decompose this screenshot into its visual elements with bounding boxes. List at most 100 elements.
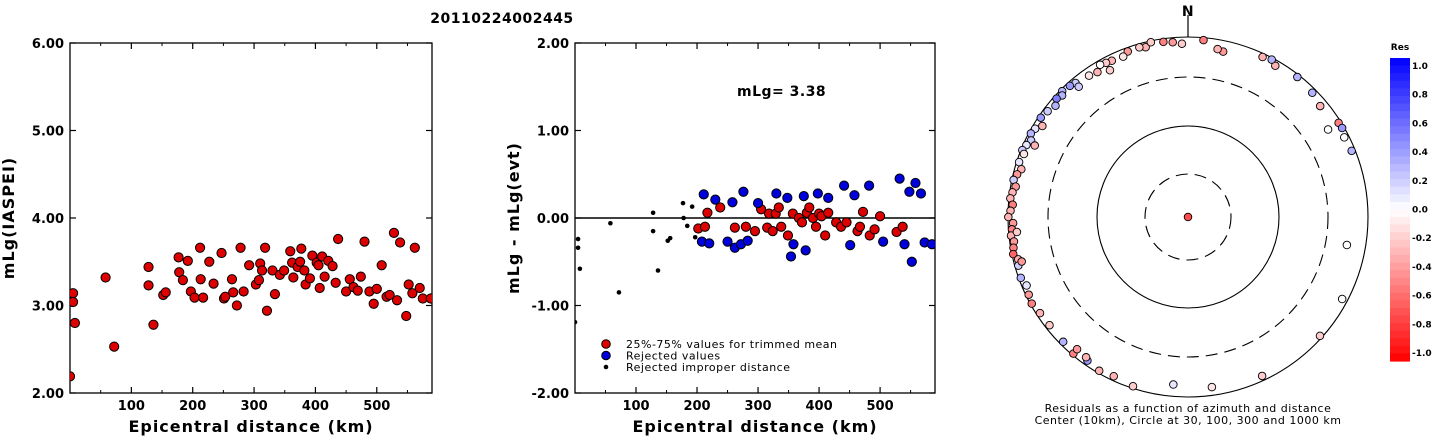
y-tick-label: 6.00 bbox=[32, 37, 64, 52]
rejected-distance-point bbox=[616, 290, 622, 295]
colorbar-tick-label: 1.0 bbox=[1412, 62, 1428, 72]
data-point bbox=[874, 211, 886, 222]
data-point bbox=[394, 237, 406, 248]
colorbar-segment bbox=[1390, 95, 1410, 105]
data-point bbox=[231, 300, 242, 311]
station-residual-point bbox=[1315, 331, 1325, 341]
data-point bbox=[796, 217, 808, 228]
station-residual-point bbox=[1030, 141, 1040, 150]
data-point bbox=[897, 221, 908, 232]
data-point bbox=[425, 293, 432, 304]
data-point bbox=[182, 255, 193, 266]
x-tick-label: 400 bbox=[805, 399, 832, 414]
rejected-point bbox=[798, 191, 809, 202]
data-point bbox=[148, 319, 159, 330]
rejected-distance-point bbox=[692, 234, 698, 240]
data-point bbox=[407, 288, 418, 299]
data-point bbox=[100, 272, 111, 283]
data-point bbox=[285, 246, 296, 257]
data-point bbox=[294, 256, 306, 267]
data-point bbox=[823, 207, 834, 218]
plot-area bbox=[70, 227, 432, 382]
colorbar-segment bbox=[1390, 300, 1410, 309]
data-point bbox=[355, 271, 366, 282]
station-residual-point bbox=[1094, 366, 1104, 376]
y-tick-label: 2.00 bbox=[32, 387, 64, 402]
station-residual-point bbox=[1095, 60, 1105, 70]
station-residual-point bbox=[1293, 72, 1302, 82]
data-point bbox=[729, 222, 740, 233]
y-tick-label: 4.00 bbox=[32, 212, 64, 227]
colorbar-segment bbox=[1390, 285, 1410, 294]
rejected-distance-point bbox=[577, 266, 583, 272]
data-point bbox=[279, 265, 290, 276]
data-point bbox=[304, 273, 316, 284]
data-point bbox=[715, 202, 726, 213]
data-point bbox=[70, 371, 76, 382]
colorbar-segment bbox=[1390, 133, 1410, 142]
station-residual-point bbox=[1009, 249, 1018, 259]
data-point bbox=[143, 280, 154, 291]
data-point bbox=[319, 271, 330, 282]
colorbar-segment bbox=[1390, 330, 1410, 339]
rejected-point bbox=[926, 239, 935, 250]
x-tick-label: 100 bbox=[118, 399, 145, 414]
data-point bbox=[820, 230, 831, 241]
rejected-point bbox=[782, 192, 793, 203]
legend-label: Rejected values bbox=[626, 350, 721, 363]
colorbar-segment bbox=[1390, 201, 1410, 211]
rejected-distance-point bbox=[650, 210, 656, 216]
data-point bbox=[740, 221, 751, 232]
rejected-point bbox=[704, 238, 715, 249]
colorbar-segment bbox=[1390, 88, 1410, 97]
data-point bbox=[699, 221, 711, 232]
station-residual-point bbox=[1337, 123, 1347, 133]
colorbar-segment bbox=[1390, 254, 1410, 264]
data-point bbox=[841, 217, 852, 228]
station-residual-point bbox=[1093, 67, 1102, 77]
data-point bbox=[194, 242, 206, 253]
data-point bbox=[238, 286, 249, 297]
rejected-point bbox=[899, 239, 910, 250]
rejected-point bbox=[698, 189, 709, 200]
data-point bbox=[371, 283, 382, 294]
colorbar-segment bbox=[1390, 270, 1410, 279]
data-point bbox=[267, 265, 278, 276]
colorbar-segment bbox=[1390, 73, 1410, 82]
data-point bbox=[376, 260, 387, 271]
colorbar-segment bbox=[1390, 141, 1410, 150]
station-residual-point bbox=[1337, 294, 1347, 304]
rejected-point bbox=[710, 194, 721, 205]
y-tick-label: 3.00 bbox=[32, 300, 64, 315]
y-tick-label: 0.00 bbox=[537, 212, 569, 227]
data-point bbox=[327, 261, 338, 272]
station-residual-point bbox=[1035, 308, 1045, 318]
data-point bbox=[256, 265, 268, 276]
rejected-distance-point bbox=[689, 204, 695, 209]
colorbar-tick-label: 0.0 bbox=[1412, 206, 1428, 216]
data-point bbox=[333, 233, 344, 245]
colorbar-segment bbox=[1390, 323, 1410, 332]
data-point bbox=[261, 305, 273, 316]
station-residual-point bbox=[1340, 133, 1349, 142]
data-point bbox=[269, 289, 281, 300]
colorbar-segment bbox=[1390, 247, 1410, 256]
data-point bbox=[228, 287, 239, 298]
distance-ring bbox=[1096, 125, 1280, 309]
rejected-point bbox=[904, 186, 915, 197]
y-tick-label: -2.00 bbox=[532, 387, 569, 402]
rejected-distance-point bbox=[655, 268, 661, 273]
station-residual-point bbox=[1058, 337, 1068, 347]
colorbar-tick-label: 0.8 bbox=[1412, 91, 1428, 101]
station-residual-point bbox=[1109, 372, 1118, 381]
data-point bbox=[235, 242, 246, 253]
colorbar-tick-label: -0.4 bbox=[1412, 263, 1432, 273]
data-point bbox=[314, 282, 325, 294]
station-residual-point bbox=[1323, 125, 1333, 134]
station-residual-point bbox=[1084, 71, 1094, 80]
colorbar-tick-label: 0.4 bbox=[1412, 148, 1428, 158]
colorbar-segment bbox=[1390, 262, 1410, 271]
colorbar-segment bbox=[1390, 315, 1410, 324]
data-point bbox=[810, 221, 822, 232]
colorbar-segment bbox=[1390, 232, 1410, 241]
